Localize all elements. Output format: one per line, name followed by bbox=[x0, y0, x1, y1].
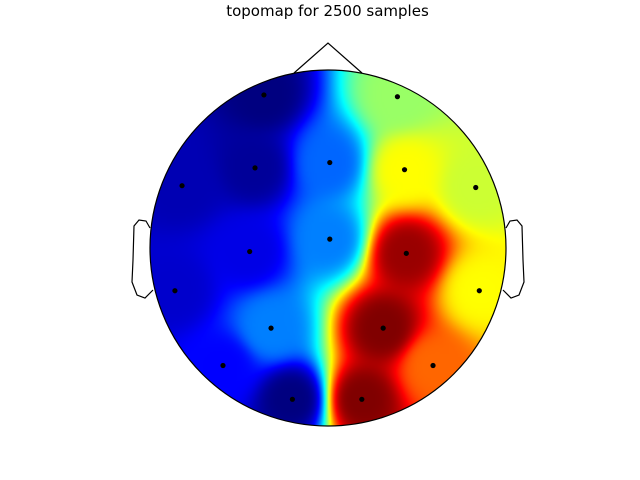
electrode-marker-12 bbox=[476, 288, 482, 294]
right-ear-outline bbox=[502, 219, 525, 299]
electrode-marker-10 bbox=[403, 250, 409, 256]
electrode-marker-9 bbox=[327, 236, 333, 242]
electrode-marker-16 bbox=[430, 362, 436, 369]
electrode-marker-15 bbox=[220, 362, 226, 369]
electrode-marker-14 bbox=[380, 325, 386, 331]
electrode-marker-7 bbox=[473, 184, 479, 191]
electrode-marker-5 bbox=[401, 167, 408, 173]
electrode-marker-2 bbox=[394, 94, 401, 100]
left-ear-outline bbox=[131, 219, 154, 299]
electrode-marker-4 bbox=[327, 159, 333, 166]
electrode-marker-11 bbox=[172, 288, 178, 294]
electrode-marker-13 bbox=[268, 325, 274, 331]
nose-outline bbox=[293, 42, 363, 74]
interpolated-heatmap bbox=[150, 70, 506, 426]
electrode-marker-18 bbox=[359, 396, 365, 402]
chart-title: topomap for 2500 samples bbox=[226, 2, 429, 20]
electrode-marker-1 bbox=[261, 92, 267, 98]
electrode-marker-3 bbox=[252, 165, 258, 171]
electrode-marker-8 bbox=[247, 248, 253, 255]
electrode-marker-6 bbox=[179, 183, 185, 189]
electrode-marker-17 bbox=[289, 396, 295, 402]
head-outline bbox=[149, 69, 507, 427]
electrode-markers bbox=[172, 92, 482, 402]
